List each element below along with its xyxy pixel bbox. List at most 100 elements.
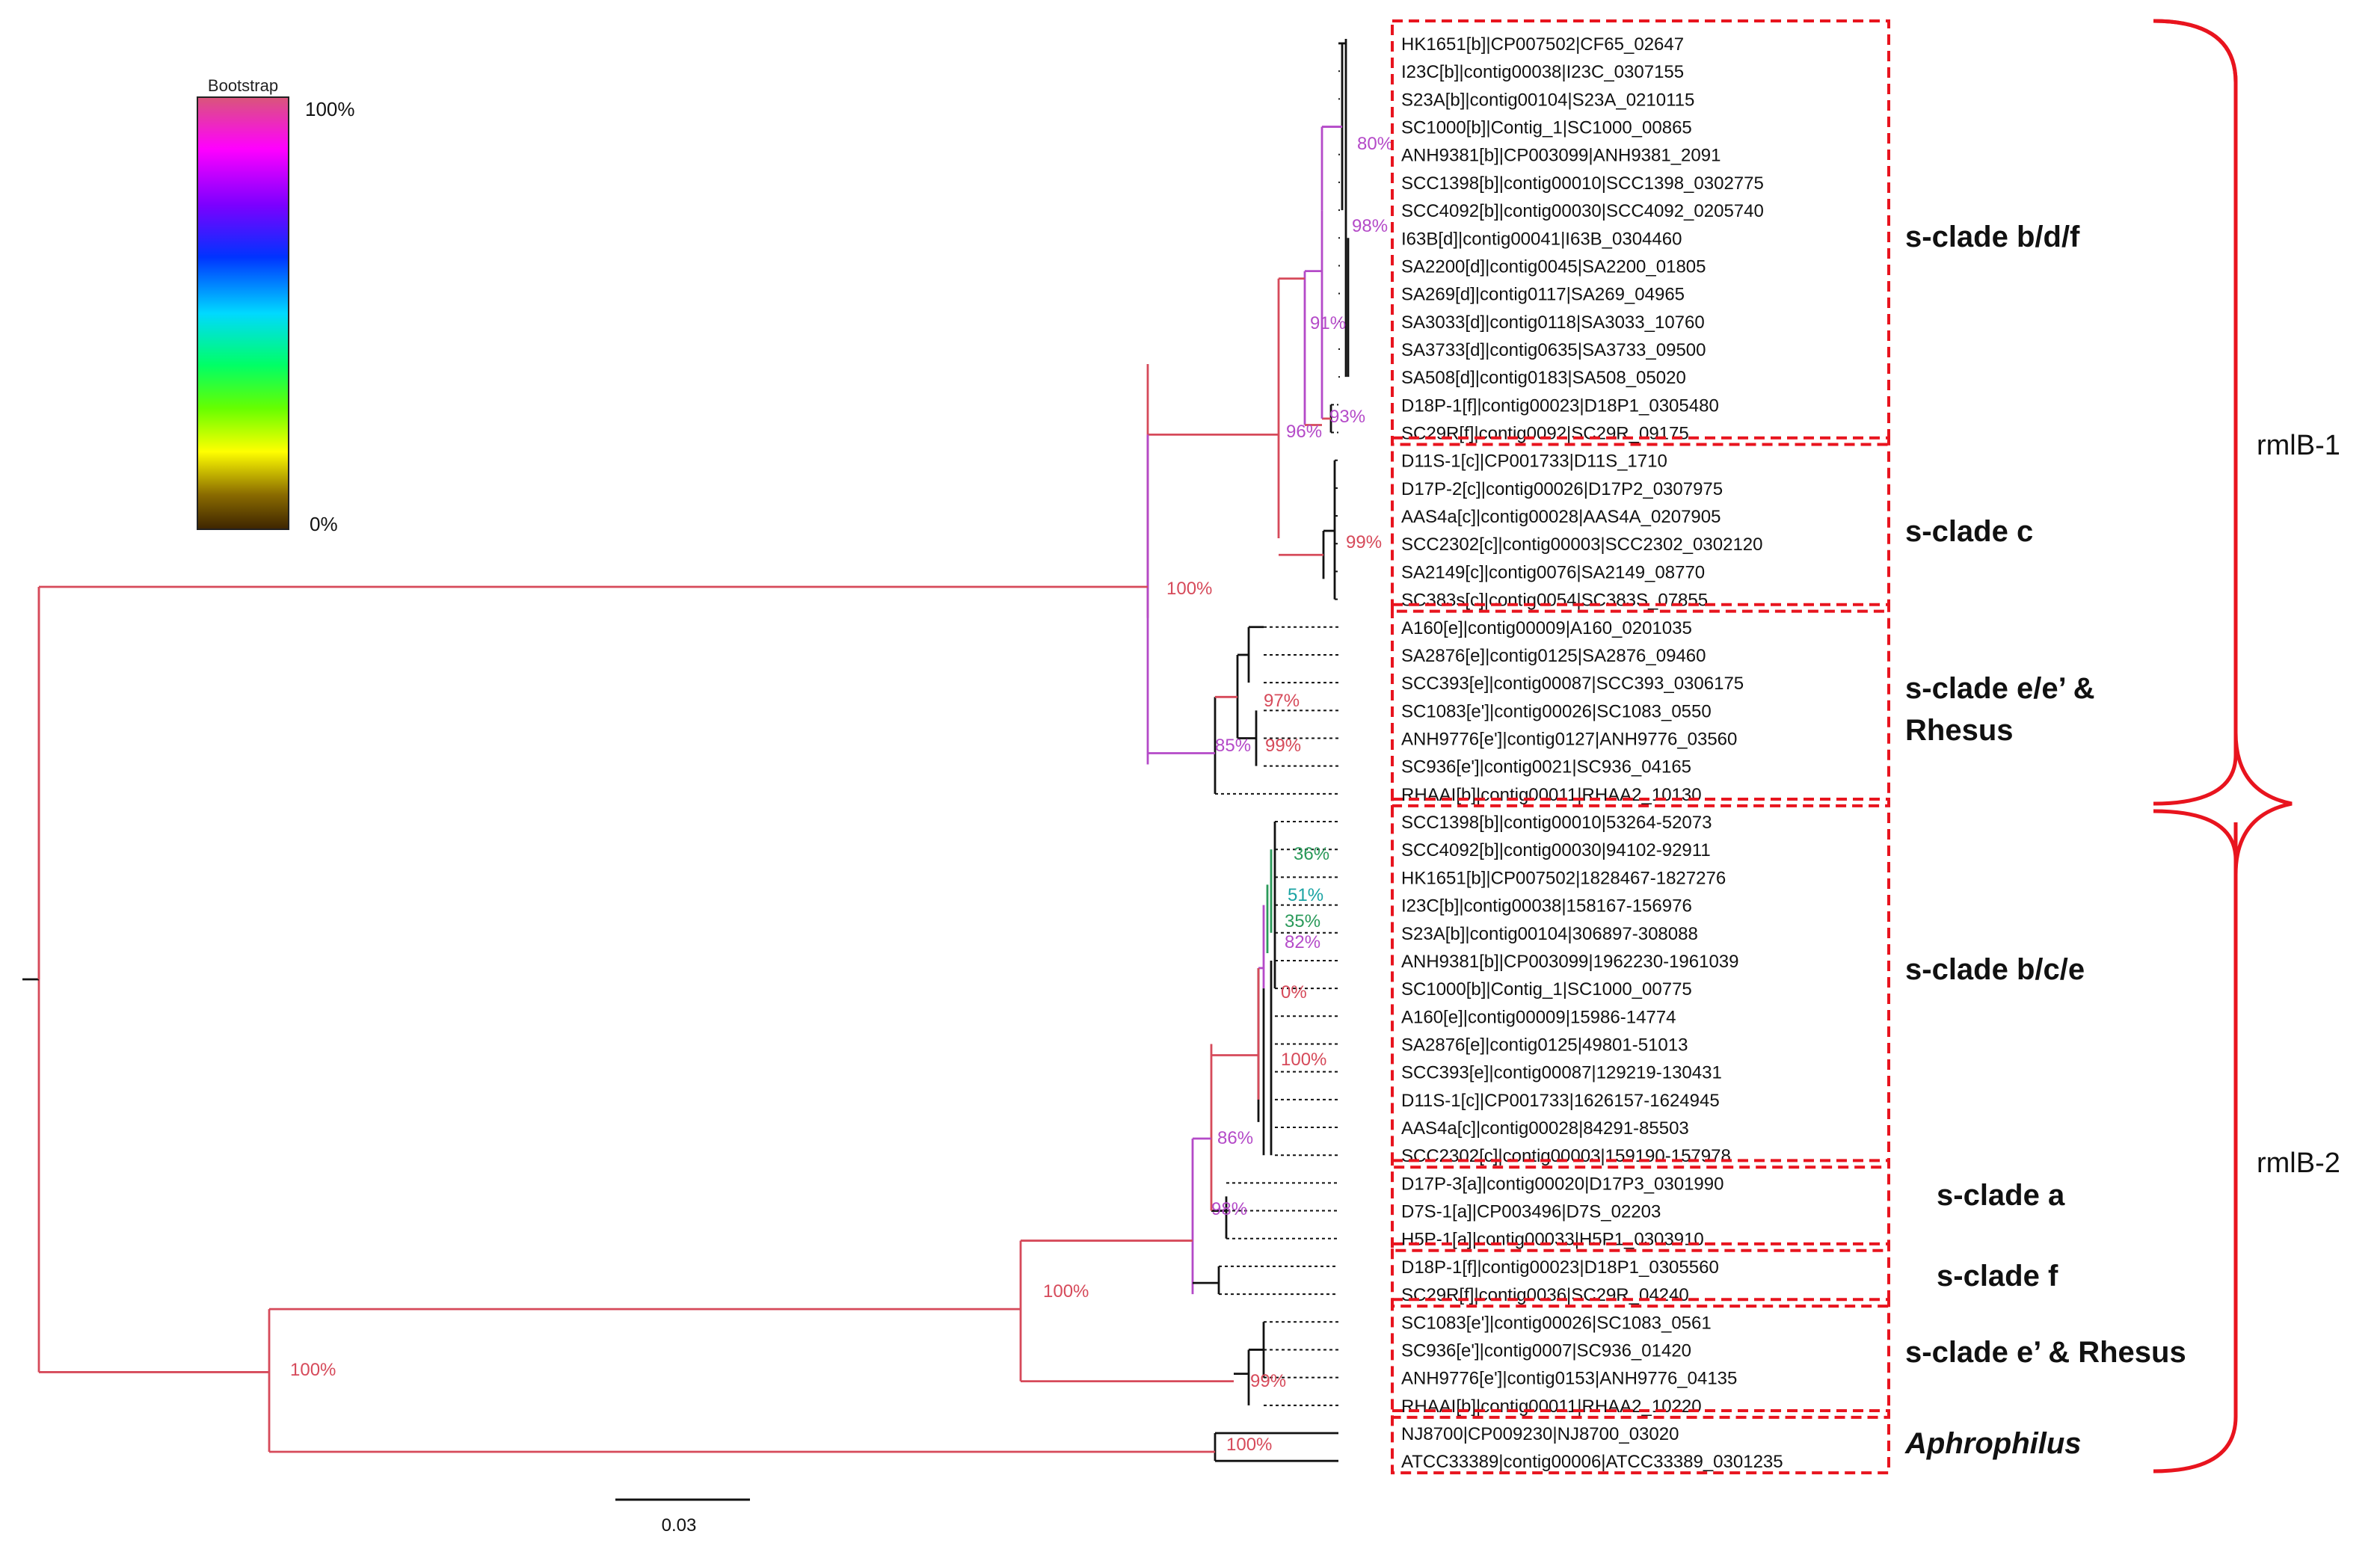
leaf-label: AAS4a[c]|contig00028|AAS4A_0207905 (1401, 507, 1721, 527)
leaf-label: ANH9776[e']|contig0127|ANH9776_03560 (1401, 730, 1737, 750)
leaf-label: ANH9381[b]|CP003099|ANH9381_2091 (1401, 146, 1721, 166)
bootstrap-value: 86% (1217, 1128, 1253, 1148)
leaf-label: SA2200[d]|contig0045|SA2200_01805 (1401, 256, 1706, 277)
leaf-label: SC29R[f]|contig0092|SC29R_09175 (1401, 424, 1689, 444)
bootstrap-value: 99% (1346, 532, 1382, 552)
clade-label-e-rhesus: s-clade e/e’ & (1905, 672, 2094, 705)
bracket-rmlb2-full (2153, 809, 2238, 1473)
clade-label-a: s-clade a (1937, 1179, 2065, 1212)
leaf-label: SC1083[e']|contig00026|SC1083_0561 (1401, 1313, 1712, 1333)
bracket-rmlb1-full (2153, 19, 2238, 806)
group-labels: rmlB-1 rmlB-2 (2257, 430, 2340, 1179)
leaf-label: SC1083[e']|contig00026|SC1083_0550 (1401, 701, 1712, 721)
clade-label-f: s-clade f (1937, 1260, 2058, 1293)
leaf-label: SA508[d]|contig0183|SA508_05020 (1401, 368, 1686, 388)
clade-label-e-rhesus-2: s-clade e’ & Rhesus (1905, 1336, 2186, 1369)
leaf-label: HK1651[b]|CP007502|1828467-1827276 (1401, 868, 1726, 888)
tree-branches (22, 39, 1350, 1462)
leaf-label: H5P-1[a]|contig00033|H5P1_0303910 (1401, 1230, 1704, 1250)
bootstrap-value: 85% (1215, 736, 1251, 756)
leaf-label: RHAAI[b]|contig00011|RHAA2_10130 (1401, 785, 1702, 805)
bootstrap-value: 98% (1352, 216, 1388, 236)
leaf-label: SA269[d]|contig0117|SA269_04965 (1401, 285, 1685, 305)
bootstrap-value: 51% (1288, 885, 1323, 905)
scale-bar: 0.03 (615, 1498, 750, 1536)
leaf-label: ANH9381[b]|CP003099|1962230-1961039 (1401, 952, 1739, 972)
leaf-label: I63B[d]|contig00041|I63B_0304460 (1401, 229, 1682, 249)
clade-label-bce: s-clade b/c/e (1905, 953, 2085, 986)
leaf-label: S23A[b]|contig00104|306897-308088 (1401, 924, 1698, 944)
leaf-label: A160[e]|contig00009|15986-14774 (1401, 1007, 1676, 1027)
leaf-label: ANH9776[e']|contig0153|ANH9776_04135 (1401, 1369, 1737, 1389)
leaf-label: SC1000[b]|Contig_1|SC1000_00775 (1401, 979, 1692, 1000)
bootstrap-value: 93% (1329, 407, 1365, 427)
leaf-label: D7S-1[a]|CP003496|D7S_02203 (1401, 1202, 1661, 1222)
leaf-label: SCC393[e]|contig00087|129219-130431 (1401, 1063, 1722, 1083)
bootstrap-value: 35% (1285, 911, 1320, 931)
leaf-label: SCC4092[b]|contig00030|SCC4092_0205740 (1401, 201, 1764, 221)
leaf-label: I23C[b]|contig00038|I23C_0307155 (1401, 62, 1684, 82)
leaf-label: D17P-3[a]|contig00020|D17P3_0301990 (1401, 1174, 1723, 1194)
bootstrap-value: 100% (1166, 579, 1212, 599)
leaf-label: S23A[b]|contig00104|S23A_0210115 (1401, 90, 1694, 110)
clade-boxes (1391, 19, 1890, 1475)
leaf-label: SC29R[f]|contig0036|SC29R_04240 (1401, 1285, 1689, 1305)
clade-label-e-rhesus-line2: Rhesus (1905, 714, 2014, 747)
leaf-label: SA2876[e]|contig0125|49801-51013 (1401, 1035, 1688, 1055)
group-brackets (2153, 19, 2293, 1473)
bootstrap-value: 98% (1211, 1199, 1247, 1219)
leaf-label: D11S-1[c]|CP001733|1626157-1624945 (1401, 1091, 1720, 1111)
leaf-label: I23C[b]|contig00038|158167-156976 (1401, 896, 1692, 917)
leaf-label: SCC393[e]|contig00087|SCC393_0306175 (1401, 674, 1744, 694)
legend-gradient-bar (197, 96, 289, 530)
bootstrap-value: 36% (1294, 844, 1329, 864)
clade-box (1391, 19, 1890, 446)
leaf-label: RHAAI[b]|contig00011|RHAA2_10220 (1401, 1396, 1702, 1417)
bootstrap-value: 96% (1286, 422, 1322, 442)
leaf-label: D11S-1[c]|CP001733|D11S_1710 (1401, 452, 1667, 472)
leaf-label: A160[e]|contig00009|A160_0201035 (1401, 618, 1692, 638)
leaf-label: SA3733[d]|contig0635|SA3733_09500 (1401, 340, 1706, 360)
legend-max-label: 100% (305, 98, 355, 120)
clade-box (1391, 436, 1890, 613)
bootstrap-value: 100% (290, 1360, 336, 1380)
clade-box (1391, 1242, 1890, 1308)
bootstrap-value: 97% (1264, 691, 1300, 711)
leaf-label: D18P-1[f]|contig00023|D18P1_0305480 (1401, 395, 1719, 416)
clade-label-bdf: s-clade b/d/f (1905, 221, 2080, 253)
bootstrap-value: 0% (1281, 982, 1307, 1003)
leaf-label: SC383s[c]|contig0054|SC383S_07855 (1401, 591, 1708, 611)
clade-box (1391, 798, 1890, 1169)
bootstrap-value: 99% (1265, 736, 1301, 756)
group-label-rmlb2: rmlB-2 (2257, 1148, 2340, 1179)
leaf-label: SC936[e']|contig0021|SC936_04165 (1401, 757, 1691, 777)
leaf-label: SA3033[d]|contig0118|SA3033_10760 (1401, 312, 1705, 333)
leaf-label: SC936[e']|contig0007|SC936_01420 (1401, 1340, 1691, 1361)
clade-box (1391, 603, 1890, 807)
bootstrap-value: 100% (1043, 1281, 1089, 1302)
legend-min-label: 0% (310, 513, 338, 535)
leaf-label: NJ8700|CP009230|NJ8700_03020 (1401, 1424, 1679, 1444)
clade-box (1391, 1298, 1890, 1419)
leaf-label: SCC2302[c]|contig00003|SCC2302_0302120 (1401, 535, 1763, 555)
clade-box (1391, 1409, 1890, 1475)
leaf-labels: HK1651[b]|CP007502|CF65_02647 I23C[b]|con… (1401, 34, 1783, 1472)
bootstrap-value: 80% (1357, 134, 1393, 154)
bootstrap-value: 91% (1310, 313, 1346, 333)
scale-bar-label: 0.03 (662, 1515, 697, 1536)
leaf-label: AAS4a[c]|contig00028|84291-85503 (1401, 1118, 1689, 1139)
bootstrap-legend: Bootstrap 100% 0% (197, 76, 355, 535)
clade-labels: s-clade b/d/f s-clade c s-clade e/e’ & R… (1904, 221, 2186, 1460)
leaf-label: SCC4092[b]|contig00030|94102-92911 (1401, 840, 1711, 860)
clade-box (1391, 1159, 1890, 1252)
bootstrap-value: 82% (1285, 932, 1320, 952)
bootstrap-value: 99% (1250, 1371, 1286, 1391)
group-label-rmlb1: rmlB-1 (2257, 430, 2340, 461)
leaf-label: SC1000[b]|Contig_1|SC1000_00865 (1401, 118, 1692, 138)
bootstrap-value: 100% (1281, 1050, 1326, 1070)
legend-title: Bootstrap (208, 76, 278, 95)
leaf-label: D17P-2[c]|contig00026|D17P2_0307975 (1401, 479, 1723, 499)
leaf-label: SCC2302[c]|contig00003|159190-157978 (1401, 1146, 1731, 1166)
bootstrap-labels: 100% 96% 91% 98% 80% 93% 99% 85% 97% 99% 100% 100% 9… (290, 134, 1393, 1455)
